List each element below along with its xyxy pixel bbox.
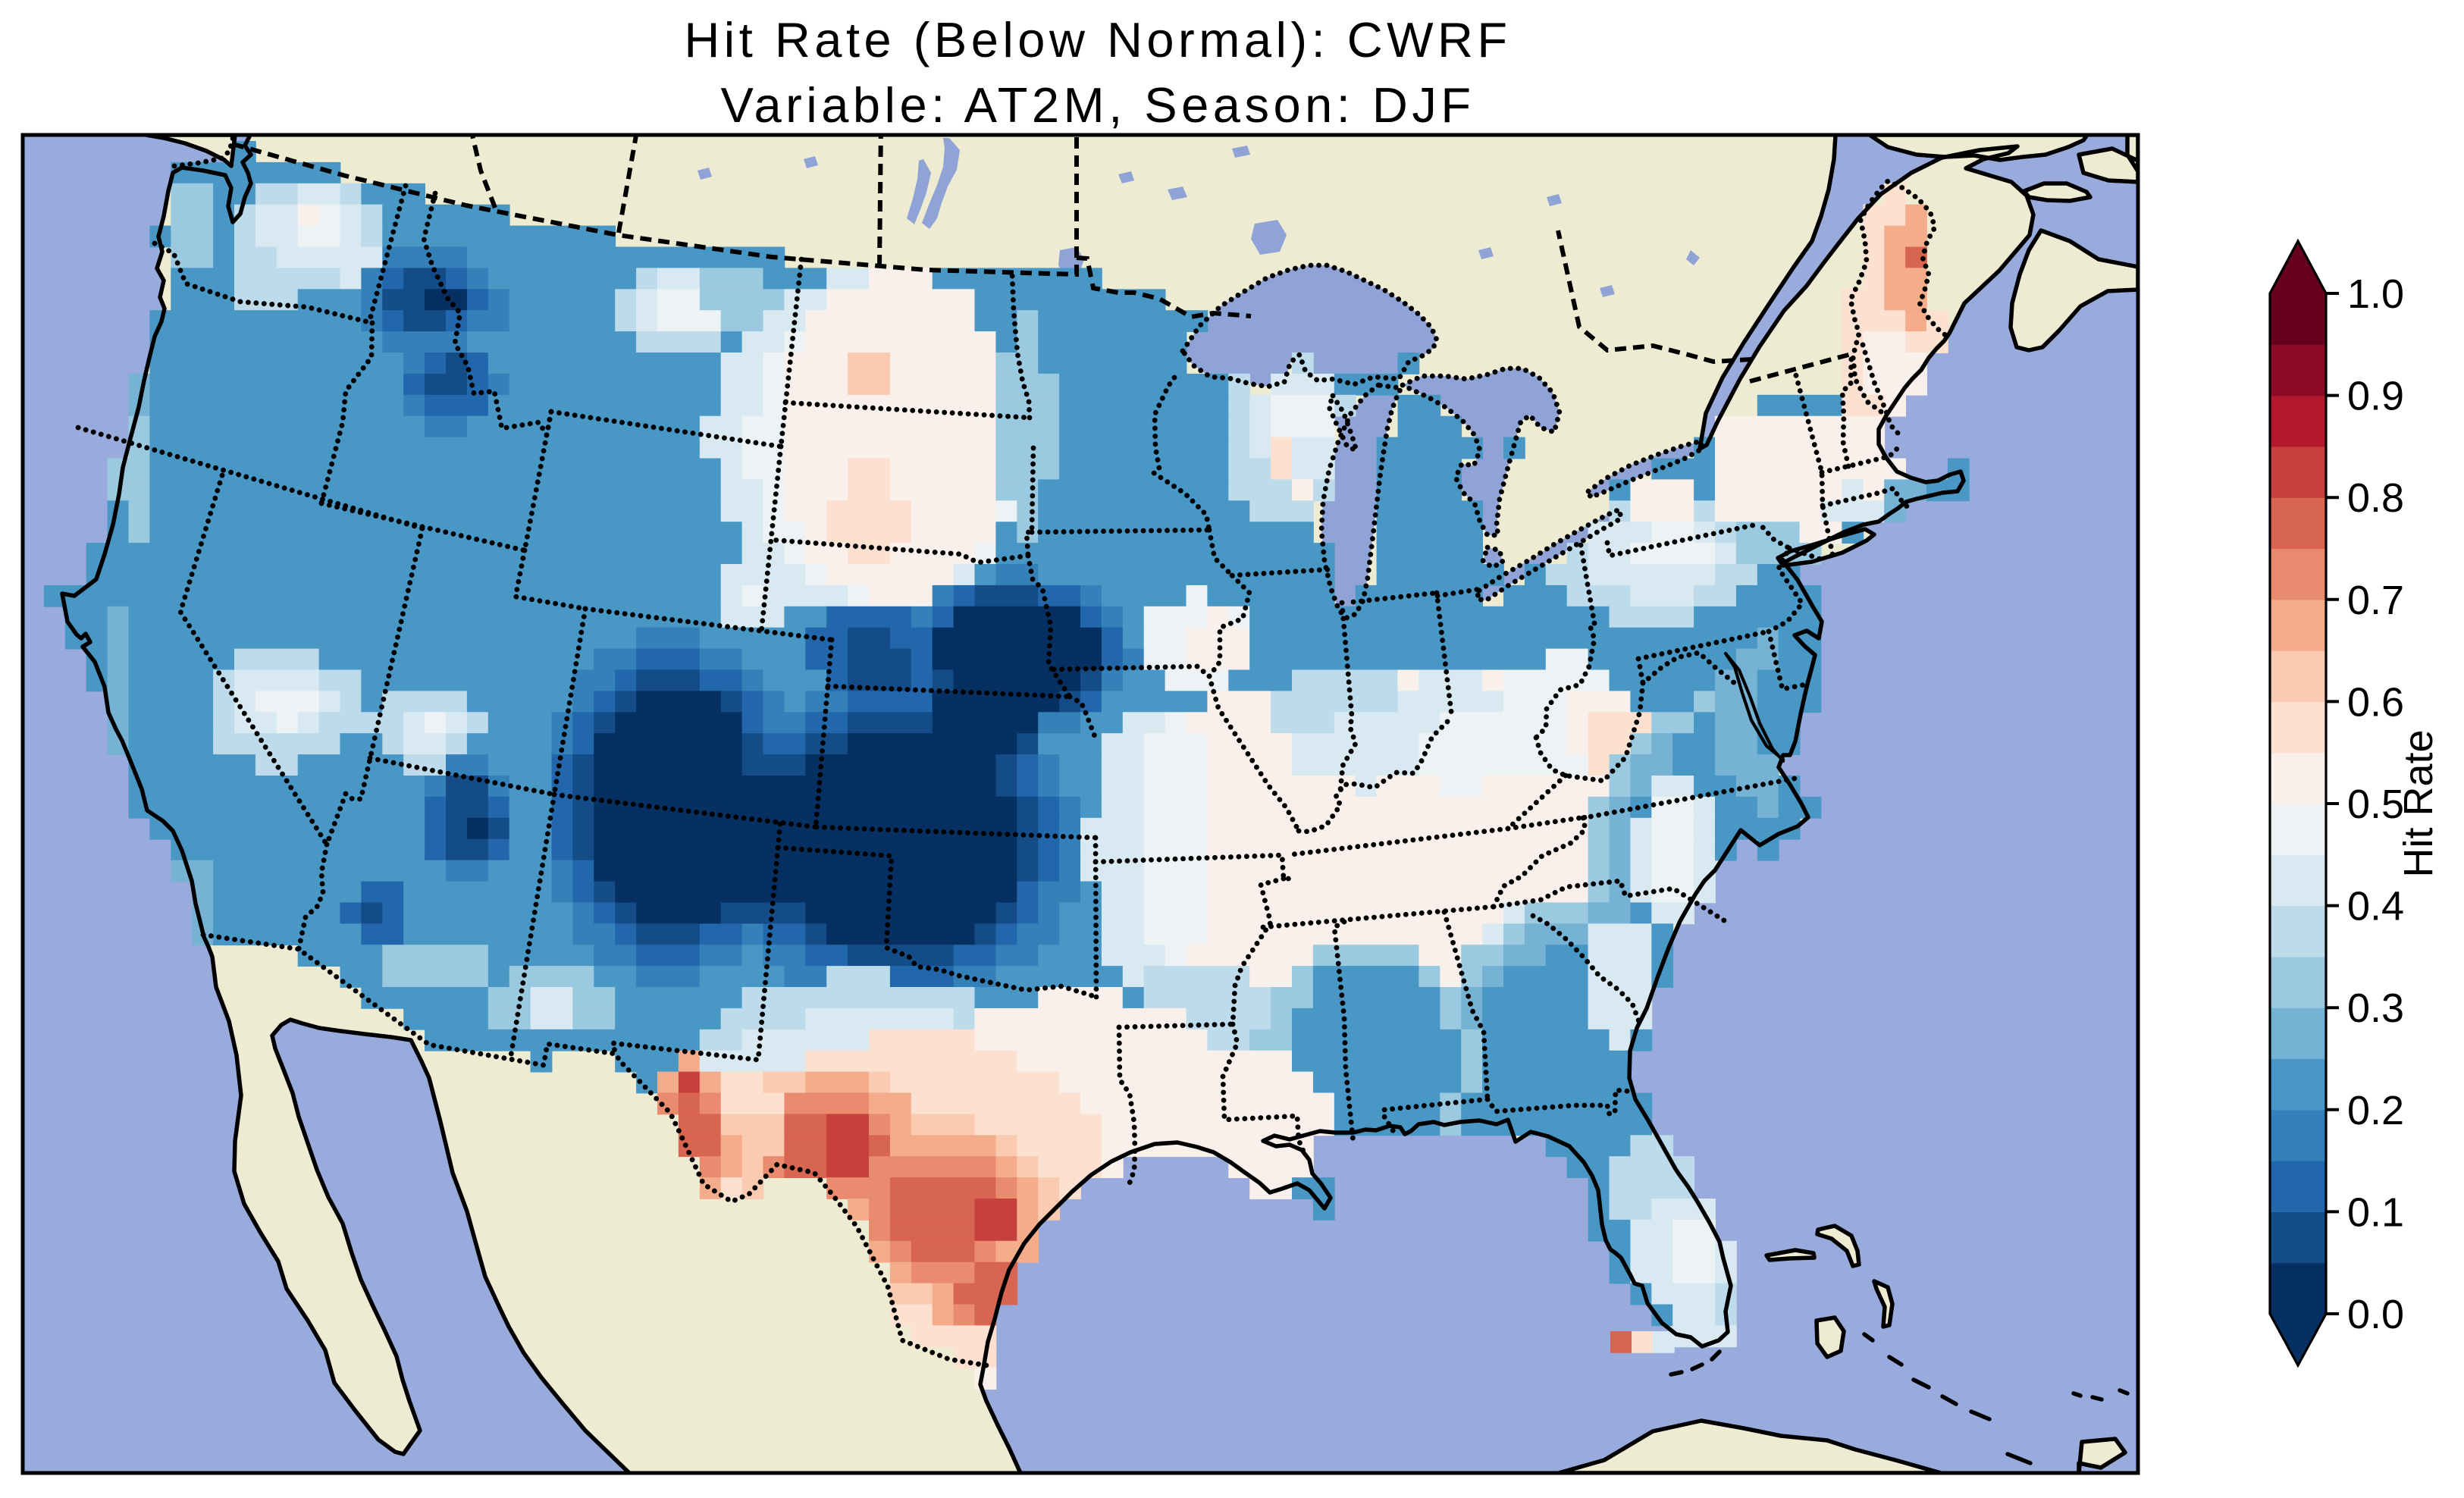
svg-text:1.0: 1.0: [2347, 271, 2404, 317]
svg-text:0.2: 0.2: [2347, 1088, 2404, 1133]
svg-text:0.5: 0.5: [2347, 782, 2404, 827]
svg-text:0.6: 0.6: [2347, 679, 2404, 725]
svg-text:0.0: 0.0: [2347, 1292, 2404, 1337]
svg-text:0.3: 0.3: [2347, 986, 2404, 1031]
svg-text:0.1: 0.1: [2347, 1189, 2404, 1235]
svg-text:Hit Rate: Hit Rate: [2396, 729, 2441, 877]
svg-text:0.4: 0.4: [2347, 884, 2404, 929]
svg-text:Hit Rate (Below Normal): CWRF: Hit Rate (Below Normal): CWRF: [684, 12, 1511, 67]
svg-text:0.9: 0.9: [2347, 374, 2404, 419]
svg-text:Variable: AT2M, Season: DJF: Variable: AT2M, Season: DJF: [720, 77, 1475, 133]
svg-text:0.8: 0.8: [2347, 475, 2404, 521]
svg-text:0.7: 0.7: [2347, 578, 2404, 623]
